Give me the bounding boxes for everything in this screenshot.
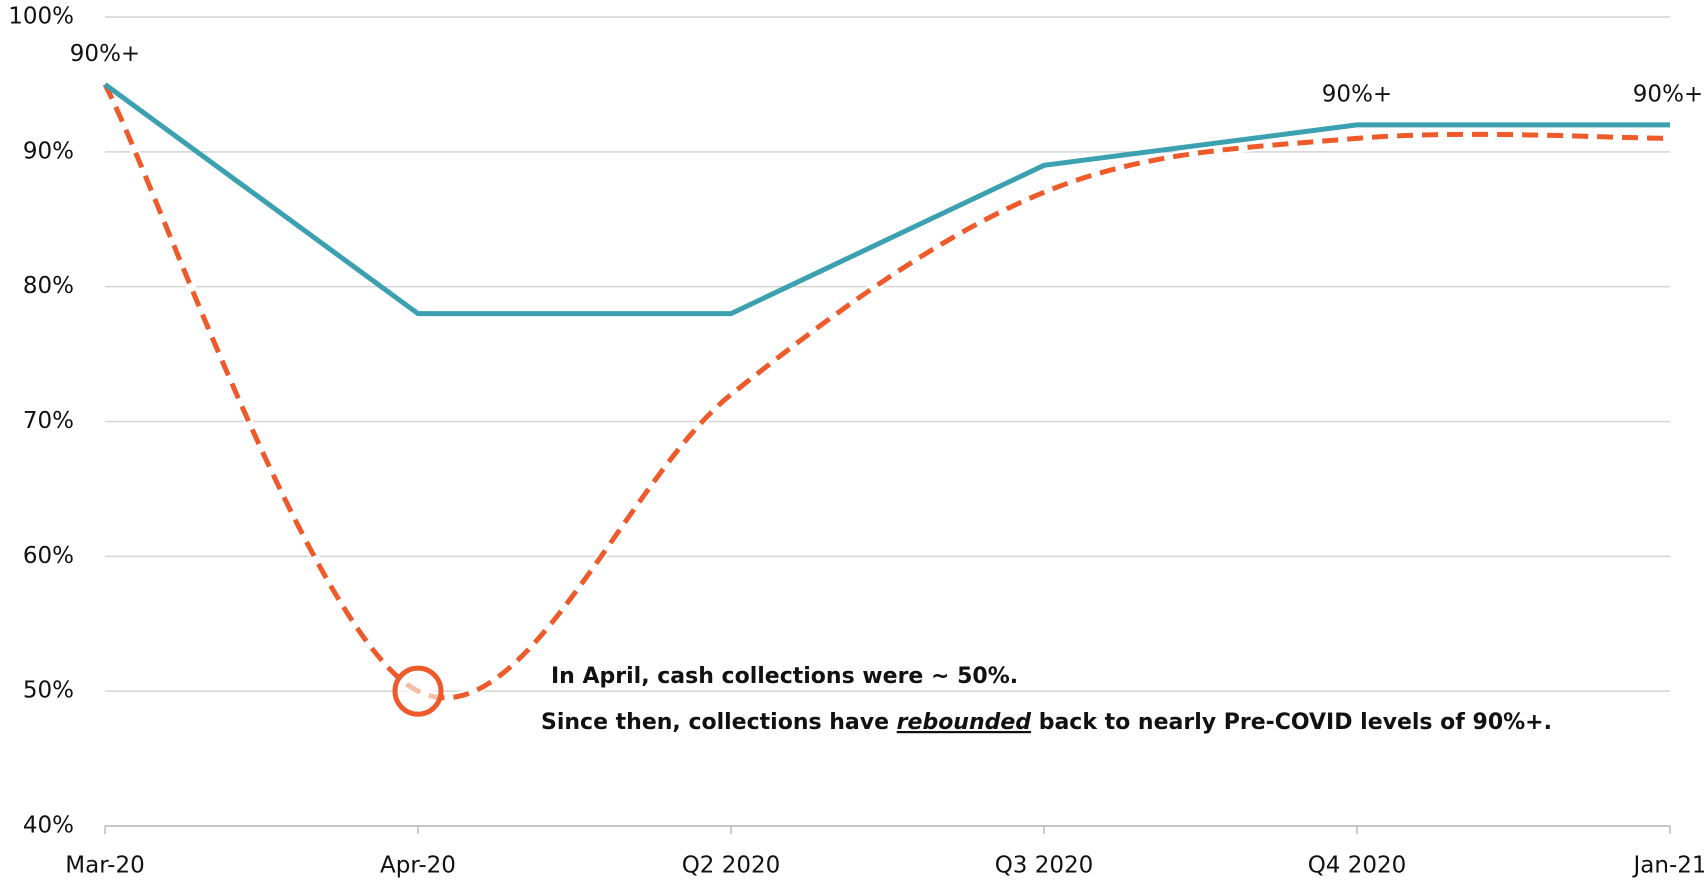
x-tick-label: Apr-20 [380,853,456,879]
x-tick-label: Q4 2020 [1308,853,1407,879]
y-tick-label: 40% [23,813,74,839]
annotation-part: back to nearly Pre-COVID levels of 90%+. [1031,710,1552,735]
value-label: 90%+ [1633,81,1703,107]
annotation-part: Since then, collections have [541,710,897,735]
annotation: In April, cash collections were ~ 50%. [551,664,1018,689]
annotation-emphasis: rebounded [897,710,1032,735]
y-tick-label: 70% [23,408,74,434]
y-tick-label: 80% [23,273,74,299]
x-tick-label: Q3 2020 [995,853,1094,879]
y-tick-label: 60% [23,543,74,569]
value-label: 90%+ [70,41,140,67]
value-label: 90%+ [1322,81,1392,107]
y-tick-label: 90% [23,138,74,164]
chart: 40% 50% 60% 70% 80% 90% 100% Mar-20 Apr-20 Q2 202… [0,0,1704,884]
x-tick-label: Q2 2020 [682,853,781,879]
x-tick-label: Mar-20 [65,853,145,879]
y-tick-label: 50% [23,678,74,704]
y-tick-label: 100% [8,4,74,30]
x-tick-label: Jan-21 [1631,853,1704,879]
highlight-circle [395,668,441,714]
annotation: Since then, collections have rebounded b… [541,710,1552,735]
